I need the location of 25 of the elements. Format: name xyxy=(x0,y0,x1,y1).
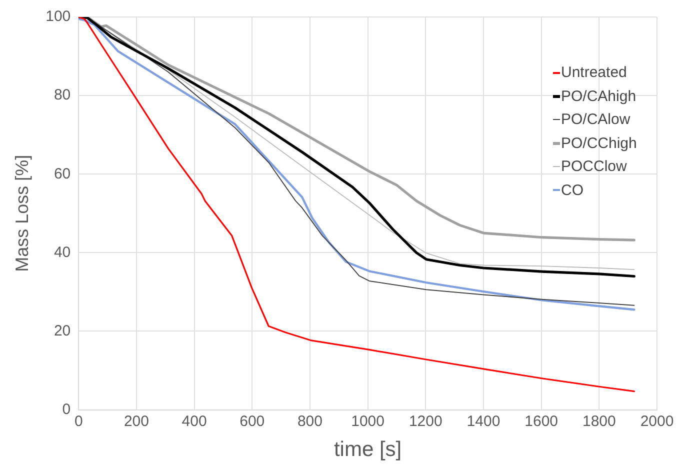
y-tick-label: 0 xyxy=(62,400,71,418)
legend-label: PO/CChigh xyxy=(561,134,637,154)
x-tick-label: 1800 xyxy=(582,412,616,430)
y-tick-label: 60 xyxy=(54,165,71,182)
legend-label: PO/CAlow xyxy=(561,110,630,130)
x-tick-label: 1600 xyxy=(524,412,558,430)
x-tick-label: 1400 xyxy=(466,412,500,430)
x-tick-label: 1200 xyxy=(408,412,442,430)
x-tick-label: 1000 xyxy=(351,412,384,430)
x-tick-label: 400 xyxy=(182,412,207,430)
y-axis-title: Mass Loss [%] xyxy=(12,154,32,272)
legend-label: PO/CAhigh xyxy=(561,86,636,106)
x-tick-label: 600 xyxy=(240,412,265,430)
legend-label: POCClow xyxy=(561,157,627,177)
legend-label: Untreated xyxy=(561,63,627,83)
x-axis-title: time [s] xyxy=(334,438,402,462)
legend-label: CO xyxy=(561,180,584,200)
y-tick-label: 100 xyxy=(46,8,71,26)
y-tick-label: 40 xyxy=(54,244,71,261)
y-tick-label: 20 xyxy=(54,322,71,340)
x-tick-label: 200 xyxy=(124,412,149,430)
x-tick-label: 2000 xyxy=(640,412,674,430)
x-tick-label: 0 xyxy=(74,412,83,430)
y-tick-label: 80 xyxy=(54,86,71,104)
x-tick-label: 800 xyxy=(297,412,322,430)
